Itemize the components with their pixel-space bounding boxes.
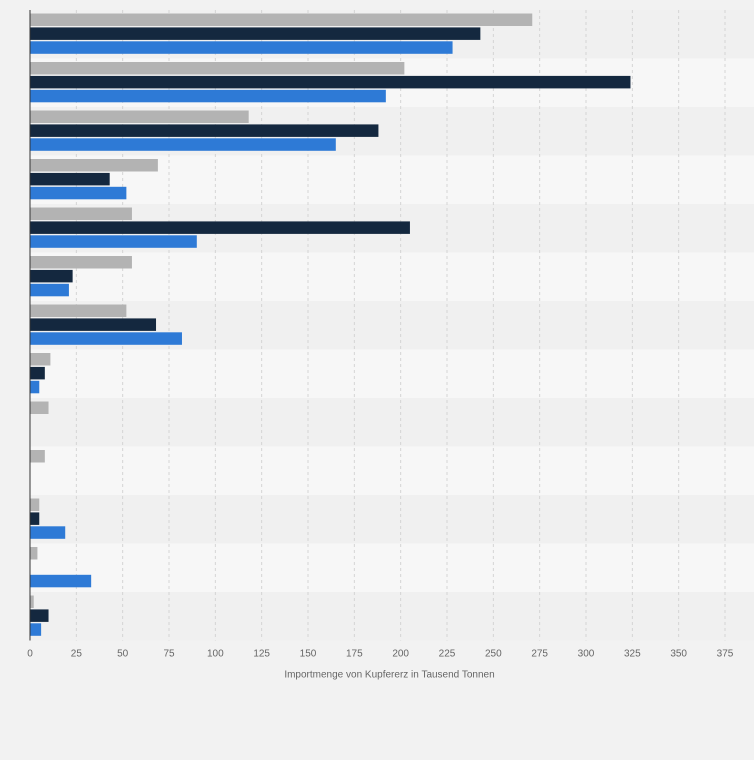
row-band (30, 592, 754, 641)
bar (30, 595, 34, 608)
bar (30, 318, 157, 331)
x-axis-title: Importmenge von Kupfererz in Tausend Ton… (284, 670, 494, 681)
x-tick-label: 50 (117, 649, 129, 660)
bar (30, 332, 182, 345)
bar (30, 41, 453, 54)
row-band (30, 252, 754, 301)
bar (30, 207, 132, 220)
bar (30, 13, 533, 26)
x-tick-label: 150 (300, 649, 317, 660)
x-tick-label: 350 (670, 649, 687, 660)
bar (30, 235, 197, 248)
bar (30, 221, 410, 234)
row-band (30, 446, 754, 495)
bar (30, 75, 631, 89)
bar (30, 353, 51, 366)
bar (30, 526, 66, 539)
bars (30, 13, 631, 636)
bar (30, 256, 132, 269)
bar (30, 283, 69, 297)
bar (30, 138, 336, 151)
bar (30, 172, 110, 186)
bar (30, 159, 158, 172)
bar (30, 62, 405, 75)
bar (30, 89, 386, 103)
bar (30, 574, 92, 588)
bar (30, 269, 73, 283)
x-tick-label: 200 (392, 649, 409, 660)
x-tick-label: 250 (485, 649, 502, 660)
x-tick-label: 0 (27, 649, 33, 660)
x-tick-label: 300 (578, 649, 595, 660)
bar (30, 366, 45, 380)
bar (30, 401, 49, 414)
bar (30, 512, 40, 525)
row-band (30, 543, 754, 592)
bar (30, 186, 127, 200)
x-tick-label: 375 (717, 649, 734, 660)
bar (30, 609, 49, 622)
bar (30, 498, 40, 511)
bar (30, 27, 481, 40)
bar (30, 110, 249, 123)
bar (30, 380, 40, 394)
row-band (30, 349, 754, 398)
bar (30, 623, 42, 636)
x-tick-label: 225 (439, 649, 456, 660)
x-tick-label: 325 (624, 649, 641, 660)
row-band (30, 495, 754, 544)
x-tick-label: 75 (163, 649, 175, 660)
x-tick-label: 25 (71, 649, 83, 660)
bar (30, 304, 127, 317)
bar (30, 547, 38, 560)
x-tick-labels: 0 25 50 75 100 125 150 175 200 225 250 275 300 325 350… (27, 649, 734, 660)
row-band (30, 398, 754, 447)
bar (30, 124, 379, 137)
x-tick-label: 100 (207, 649, 224, 660)
x-tick-label: 275 (531, 649, 548, 660)
x-tick-label: 125 (253, 649, 270, 660)
bar (30, 450, 45, 463)
x-tick-label: 175 (346, 649, 363, 660)
